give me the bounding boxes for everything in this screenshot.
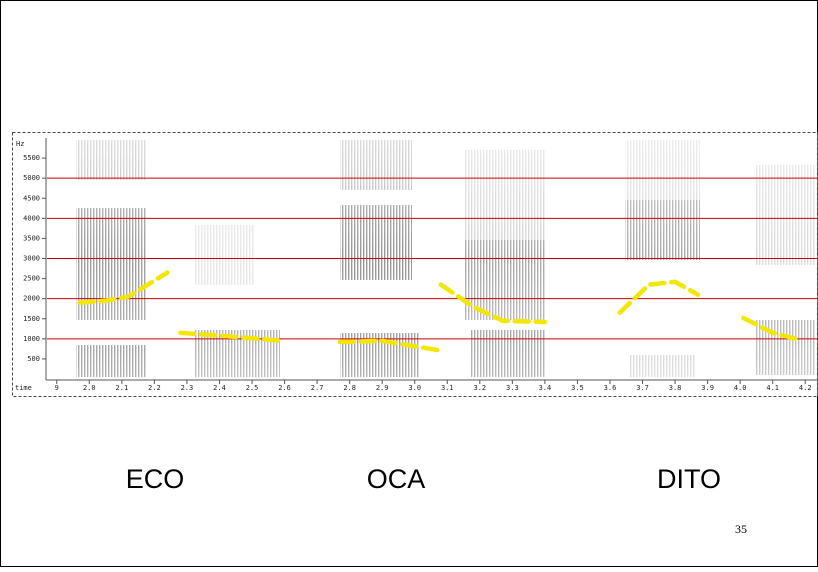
y-tick-label: 3500 — [23, 234, 40, 242]
word-label: OCA — [367, 464, 426, 494]
word-label: ECO — [126, 464, 185, 494]
pitch-contour — [178, 330, 281, 343]
x-tick-label: 2.6 — [278, 384, 291, 392]
y-tick-label: 5500 — [23, 154, 40, 162]
x-tick-label: 2.4 — [213, 384, 226, 392]
x-tick-label: 3.1 — [441, 384, 454, 392]
x-tick-label: 2.1 — [116, 384, 129, 392]
y-tick-label: 2500 — [23, 275, 40, 283]
x-tick-label: 3.8 — [669, 384, 682, 392]
x-tick-label: 4.0 — [734, 384, 747, 392]
pitch-contour — [438, 282, 548, 325]
word-label: DITO — [657, 464, 721, 494]
y-tick-label: 5000 — [23, 174, 40, 182]
y-tick-label: 2000 — [23, 295, 40, 303]
x-tick-label: 2.8 — [343, 384, 356, 392]
x-tick-label: 4.1 — [766, 384, 779, 392]
y-tick-label: 3000 — [23, 255, 40, 263]
x-tick-label: 2.3 — [181, 384, 194, 392]
y-tick-label: 1500 — [23, 315, 40, 323]
x-tick-label: 3.3 — [506, 384, 519, 392]
x-tick-label: 3.7 — [636, 384, 649, 392]
x-tick-label: 2.9 — [376, 384, 389, 392]
y-axis-label: Hz — [16, 140, 24, 148]
pitch-contour — [77, 270, 170, 305]
x-tick-label: 2.2 — [148, 384, 161, 392]
pitch-contour — [741, 315, 801, 342]
x-tick-label: 9 — [55, 384, 59, 392]
x-tick-label: 3.5 — [571, 384, 584, 392]
x-axis-label: time — [15, 384, 32, 392]
pitch-contour — [337, 338, 440, 353]
x-tick-label: 3.2 — [473, 384, 486, 392]
x-tick-label: 3.9 — [701, 384, 714, 392]
y-tick-label: 1000 — [23, 335, 40, 343]
y-tick-label: 4000 — [23, 214, 40, 222]
x-tick-label: 2.0 — [83, 384, 96, 392]
pitch-contour — [617, 279, 701, 315]
x-tick-label: 3.4 — [539, 384, 552, 392]
y-tick-label: 4500 — [23, 194, 40, 202]
x-tick-label: 3.0 — [408, 384, 421, 392]
y-tick-label: 500 — [27, 355, 40, 363]
page-number: 35 — [735, 522, 747, 536]
x-tick-label: 3.6 — [604, 384, 617, 392]
x-tick-label: 2.7 — [311, 384, 324, 392]
x-tick-label: 2.5 — [246, 384, 259, 392]
x-tick-label: 4.2 — [799, 384, 812, 392]
